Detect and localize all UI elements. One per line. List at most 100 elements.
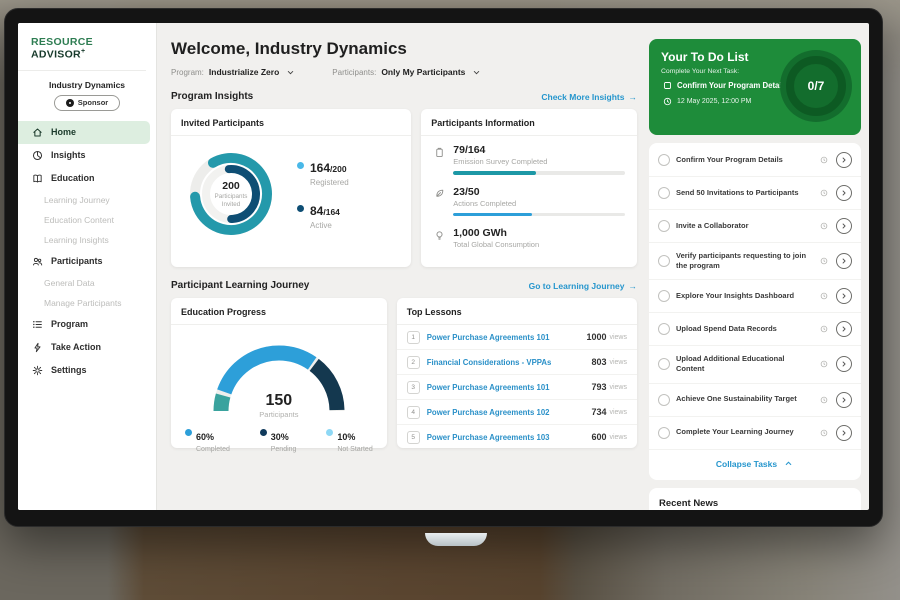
todo-subtitle: Complete Your Next Task: [661, 68, 740, 75]
logo-advisor: ADVISOR [31, 48, 81, 61]
task-checkbox[interactable] [658, 154, 670, 166]
gauge-legend: 60% Completed 30% Pending [181, 419, 377, 453]
legend-pending: 30% Pending [259, 427, 296, 453]
chevron-up-icon [782, 458, 794, 470]
task-open-button[interactable] [836, 321, 852, 338]
todo-title: Your To Do List [661, 50, 749, 64]
legend-completed: 60% Completed [185, 427, 230, 453]
collapse-tasks-link[interactable]: Collapse Tasks [649, 450, 861, 479]
lesson-link[interactable]: Power Purchase Agreements 102 [426, 407, 550, 417]
org-name: Industry Dynamics [48, 79, 126, 90]
lesson-row: 2 Financial Considerations - VPPAs 803 v… [396, 350, 637, 375]
clock-icon [818, 358, 830, 370]
lesson-link[interactable]: Power Purchase Agreements 103 [426, 432, 550, 442]
sidebar-item-home[interactable]: Home [18, 120, 150, 144]
sidebar-item-settings[interactable]: Settings [18, 359, 156, 382]
gauge-center-value: 150 [265, 392, 293, 409]
task-checkbox[interactable] [658, 393, 670, 406]
sidebar-item-education-content[interactable]: Education Content [44, 214, 114, 225]
clock-icon [818, 220, 830, 232]
todo-progress-value: 0/7 [807, 79, 825, 93]
lesson-link[interactable]: Financial Considerations - VPPAs [426, 357, 552, 367]
monitor-stand [425, 533, 487, 546]
check-more-insights-link[interactable]: Check More Insights → [541, 91, 638, 102]
task-row-upload-educational-content[interactable]: Upload Additional Educational Content [649, 346, 861, 384]
task-checkbox[interactable] [658, 255, 670, 268]
logo-resource: RESOURCE [31, 36, 93, 48]
participants-filter-dropdown[interactable]: Participants: Only My Participants [332, 66, 482, 78]
task-row-achieve-target[interactable]: Achieve One Sustainability Target [649, 384, 861, 417]
program-filter-dropdown[interactable]: Program: Industrialize Zero [171, 66, 296, 78]
invited-participants-card: Invited Participants [171, 109, 412, 267]
lesson-row: 5 Power Purchase Agreements 103 600 view… [397, 425, 637, 449]
task-row-invite-collaborator[interactable]: Invite a Collaborator [649, 210, 861, 243]
bulb-icon [433, 229, 445, 241]
take-action-icon [31, 341, 43, 353]
task-open-button[interactable] [836, 185, 852, 201]
sidebar-item-education[interactable]: Education [18, 167, 156, 190]
task-row-send-invitations[interactable]: Send 50 Invitations to Participants [649, 177, 861, 210]
todo-due-date: 12 May 2025, 12:00 PM [677, 97, 752, 105]
lesson-row: 1 Power Purchase Agreements 101 1000 vie… [396, 325, 637, 350]
dashboard-screen: RESOURCE ADVISOR+ Industry Dynamics Spon… [18, 23, 869, 510]
metric-actions-completed: 23/50 Actions Completed [433, 186, 625, 216]
lesson-link[interactable]: Power Purchase Agreements 101 [426, 332, 550, 342]
task-row-explore-insights[interactable]: Explore Your Insights Dashboard [649, 280, 861, 314]
task-row-complete-learning-journey[interactable]: Complete Your Learning Journey [649, 417, 861, 450]
gear-icon [31, 364, 43, 376]
learning-journey-title: Participant Learning Journey [171, 280, 310, 291]
filters-bar: Program: Industrialize Zero Participants… [171, 66, 637, 78]
metric-emission-survey: 79/164 Emission Survey Completed [433, 144, 625, 175]
sponsor-icon [65, 98, 74, 107]
task-checkbox[interactable] [658, 290, 670, 303]
sidebar-item-program[interactable]: Program [18, 313, 156, 336]
sidebar-item-general-data[interactable]: General Data [44, 277, 95, 288]
task-checkbox[interactable] [658, 358, 670, 371]
registered-dot [297, 161, 304, 169]
chevron-down-icon [284, 66, 296, 78]
clock-icon [818, 290, 830, 302]
task-open-button[interactable] [836, 391, 852, 408]
task-checkbox[interactable] [658, 220, 670, 232]
task-checkbox[interactable] [658, 323, 670, 336]
todo-tasks-card: Confirm Your Program Details Send 50 Inv… [649, 143, 861, 480]
sidebar-item-take-action[interactable]: Take Action [18, 336, 156, 359]
task-open-button[interactable] [836, 218, 852, 234]
sidebar-item-learning-journey[interactable]: Learning Journey [44, 194, 110, 205]
task-row-confirm-program[interactable]: Confirm Your Program Details [649, 144, 861, 177]
task-open-button[interactable] [836, 288, 852, 305]
not-started-dot [326, 429, 334, 436]
completed-dot [185, 429, 192, 436]
app-logo: RESOURCE ADVISOR+ [18, 23, 146, 71]
task-row-verify-participants[interactable]: Verify participants requesting to join t… [649, 243, 861, 281]
todo-next-task: Confirm Your Program Details [677, 80, 789, 90]
sidebar-item-participants[interactable]: Participants [18, 250, 156, 273]
clock-icon [818, 255, 830, 267]
task-row-upload-spend-data[interactable]: Upload Spend Data Records [649, 313, 861, 347]
task-checkbox[interactable] [658, 187, 670, 199]
sponsor-badge[interactable]: Sponsor [54, 94, 120, 111]
task-check-icon [661, 79, 673, 91]
task-open-button[interactable] [836, 152, 852, 168]
sidebar-item-insights[interactable]: Insights [18, 144, 156, 167]
gauge-center-label: Participants [259, 410, 299, 419]
logo-plus: + [80, 48, 86, 55]
education-progress-card: Education Progress 150 [171, 298, 387, 453]
arrow-right-icon: → [628, 91, 638, 102]
sidebar-item-learning-insights[interactable]: Learning Insights [44, 234, 109, 245]
go-to-learning-journey-link[interactable]: Go to Learning Journey → [528, 280, 637, 291]
task-open-button[interactable] [836, 253, 852, 270]
recent-news-card: Recent News [649, 487, 861, 510]
sidebar-nav: Home Insights Education Learning Journey… [18, 120, 156, 382]
metric-consumption: 1,000 GWh Total Global Consumption [433, 227, 625, 249]
legend-registered: 164/200 Registered [297, 159, 349, 187]
sidebar-item-manage-participants[interactable]: Manage Participants [44, 297, 122, 308]
task-open-button[interactable] [836, 424, 852, 441]
leaf-icon [433, 188, 445, 200]
home-icon [31, 126, 43, 138]
top-lessons-card: Top Lessons 1 Power Purchase Agreements … [396, 298, 637, 449]
task-checkbox[interactable] [658, 426, 670, 439]
task-open-button[interactable] [836, 356, 852, 373]
lesson-link[interactable]: Power Purchase Agreements 101 [426, 382, 550, 392]
